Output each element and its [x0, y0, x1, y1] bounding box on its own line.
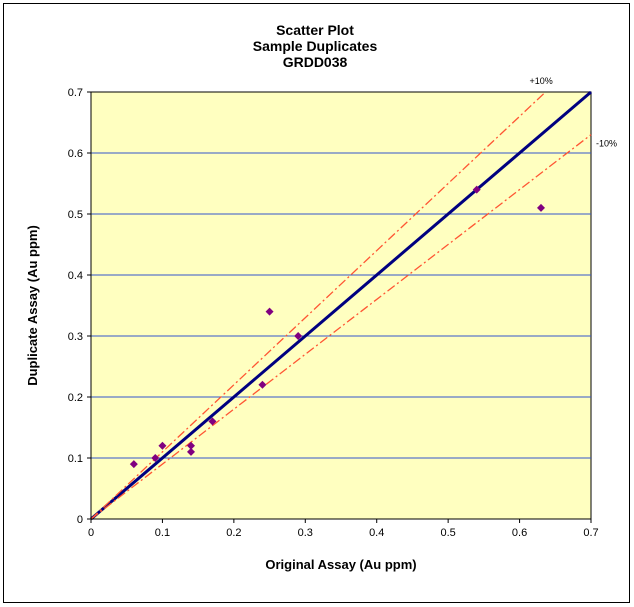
x-tick-label-7: 0.7: [583, 527, 598, 539]
data-point-3: [187, 447, 195, 456]
x-tick-label-4: 0.4: [369, 527, 384, 539]
data-point-6: [258, 380, 267, 389]
x-tick-label-2: 0.2: [226, 527, 241, 539]
x-tick-label-5: 0.5: [440, 527, 455, 539]
reference-line-label-1: +10%: [530, 76, 553, 86]
data-point-10: [537, 203, 545, 212]
y-tick-label-3: 0.3: [68, 331, 83, 343]
y-tick-label-4: 0.4: [68, 270, 83, 282]
data-point-8: [294, 332, 303, 340]
data-point-1: [151, 454, 160, 462]
axes: 0 0.1 0.2 0.3 0.4 0.5 0.6 0.7 0 0.1 0.2 0.3 0.4 0.5 0.…: [68, 87, 599, 539]
x-tick-label-6: 0.6: [512, 527, 527, 539]
data-point-5: [208, 417, 217, 426]
chart-title-line-3: GRDD038: [283, 54, 348, 70]
data-point-4: [187, 441, 195, 450]
data-points: [129, 185, 545, 469]
y-tick-label-5: 0.5: [68, 209, 83, 221]
y-tick-label-1: 0.1: [68, 453, 83, 465]
data-point-2: [158, 441, 167, 450]
y-tick-label-7: 0.7: [68, 87, 83, 99]
reference-lines: +10% -10%: [90, 76, 617, 521]
reference-line-0: [90, 90, 592, 521]
x-axis-label: Original Assay (Au ppm): [265, 557, 416, 572]
reference-line-1: [90, 91, 546, 520]
x-tick-label-3: 0.3: [298, 527, 313, 539]
chart-title-line-1: Scatter Plot: [276, 22, 354, 38]
y-axis-label: Duplicate Assay (Au ppm): [25, 225, 40, 386]
reference-line-2: [90, 134, 592, 520]
chart-frame: Scatter Plot Sample Duplicates GRDD038 +…: [3, 3, 630, 603]
data-point-0: [129, 460, 138, 469]
y-tick-label-0: 0: [77, 514, 83, 526]
chart-title-line-2: Sample Duplicates: [253, 38, 378, 54]
data-point-7: [265, 307, 274, 316]
x-tick-label-0: 0: [88, 527, 94, 539]
gridlines: [91, 152, 591, 459]
y-tick-label-6: 0.6: [68, 148, 83, 160]
reference-line-label-2: -10%: [596, 139, 617, 149]
scatter-chart: Scatter Plot Sample Duplicates GRDD038 +…: [25, 22, 617, 572]
data-point-9: [472, 185, 481, 194]
x-tick-label-1: 0.1: [155, 527, 170, 539]
y-tick-label-2: 0.2: [68, 392, 83, 404]
